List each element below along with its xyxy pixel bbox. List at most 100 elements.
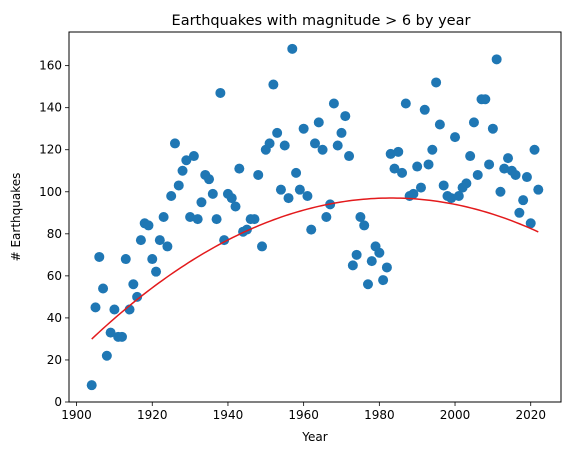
data-point xyxy=(355,212,366,222)
data-point xyxy=(294,184,305,195)
data-point xyxy=(431,77,442,88)
data-point xyxy=(173,180,184,191)
data-point xyxy=(204,174,215,185)
data-point xyxy=(521,172,532,183)
data-point xyxy=(351,249,362,260)
data-point xyxy=(253,169,264,180)
data-point xyxy=(499,163,510,174)
data-point xyxy=(287,43,298,54)
data-point xyxy=(317,144,328,155)
x-axis-label: Year xyxy=(301,430,327,444)
y-tick-label: 140 xyxy=(39,101,62,115)
data-point xyxy=(169,138,180,149)
data-point xyxy=(188,151,199,162)
data-point xyxy=(151,266,162,277)
y-tick-label: 80 xyxy=(47,227,62,241)
data-point xyxy=(120,254,131,265)
data-point xyxy=(226,193,237,204)
fit-line xyxy=(91,197,539,340)
data-point xyxy=(313,117,324,128)
y-tick-label: 20 xyxy=(47,353,62,367)
data-point xyxy=(427,144,438,155)
data-point xyxy=(154,235,165,246)
data-point xyxy=(128,279,139,290)
data-point xyxy=(400,98,411,109)
data-point xyxy=(419,104,430,115)
data-point xyxy=(381,262,392,273)
data-point xyxy=(135,235,146,246)
y-tick-label: 160 xyxy=(39,59,62,73)
data-point xyxy=(162,241,173,252)
data-point xyxy=(362,279,373,290)
data-point xyxy=(533,184,544,195)
data-point xyxy=(196,197,207,208)
data-point xyxy=(359,220,370,231)
data-point xyxy=(412,161,423,172)
data-point xyxy=(491,54,502,65)
data-point xyxy=(397,167,408,178)
data-point xyxy=(423,159,434,170)
data-point xyxy=(461,178,472,189)
data-point xyxy=(393,146,404,157)
x-tick-label: 1900 xyxy=(61,408,92,422)
data-point xyxy=(257,241,268,252)
y-axis: 0 20 40 60 80 100 120 140 160 xyxy=(39,59,69,409)
data-point xyxy=(279,140,290,151)
data-point xyxy=(510,169,521,180)
data-point xyxy=(336,127,347,138)
data-point xyxy=(291,167,302,178)
data-point xyxy=(94,251,105,262)
data-point xyxy=(487,123,498,134)
x-tick-label: 1940 xyxy=(213,408,244,422)
x-axis: 1900 1920 1940 1960 1980 2000 2020 xyxy=(61,402,546,422)
data-point xyxy=(275,184,286,195)
data-point xyxy=(109,304,120,315)
data-point xyxy=(234,163,245,174)
data-point xyxy=(268,79,279,90)
data-point xyxy=(378,275,389,286)
data-point xyxy=(272,127,283,138)
x-tick-label: 2020 xyxy=(515,408,546,422)
data-point xyxy=(465,151,476,162)
data-point xyxy=(453,190,464,201)
data-point xyxy=(347,260,358,271)
data-point xyxy=(147,254,158,265)
data-point xyxy=(529,144,540,155)
y-tick-label: 40 xyxy=(47,311,62,325)
y-tick-label: 100 xyxy=(39,185,62,199)
data-point xyxy=(366,256,377,267)
data-point xyxy=(332,140,343,151)
data-point xyxy=(98,283,109,294)
y-tick-label: 60 xyxy=(47,269,62,283)
data-point xyxy=(408,188,419,199)
x-tick-label: 1960 xyxy=(288,408,319,422)
data-point xyxy=(321,212,332,222)
data-point xyxy=(468,117,479,128)
data-point xyxy=(450,132,461,143)
data-point xyxy=(298,123,309,134)
data-point xyxy=(116,331,127,342)
x-tick-label: 1920 xyxy=(137,408,168,422)
data-point xyxy=(389,163,400,174)
data-point xyxy=(215,87,226,98)
y-tick-label: 0 xyxy=(54,395,62,409)
data-point xyxy=(90,302,101,313)
chart-title: Earthquakes with magnitude > 6 by year xyxy=(172,13,471,29)
data-point xyxy=(484,159,495,170)
y-axis-label: # Earthquakes xyxy=(9,173,23,262)
data-point xyxy=(438,180,449,191)
data-point xyxy=(249,214,260,225)
data-point xyxy=(344,151,355,162)
data-point xyxy=(434,119,445,130)
data-point xyxy=(495,186,506,197)
data-point xyxy=(132,291,143,302)
data-point xyxy=(306,224,317,235)
data-point xyxy=(415,182,426,193)
data-point xyxy=(283,193,294,204)
data-point xyxy=(480,94,491,105)
data-point xyxy=(166,190,177,201)
data-point xyxy=(158,212,169,222)
plot-frame xyxy=(68,31,562,403)
data-point xyxy=(177,165,188,176)
